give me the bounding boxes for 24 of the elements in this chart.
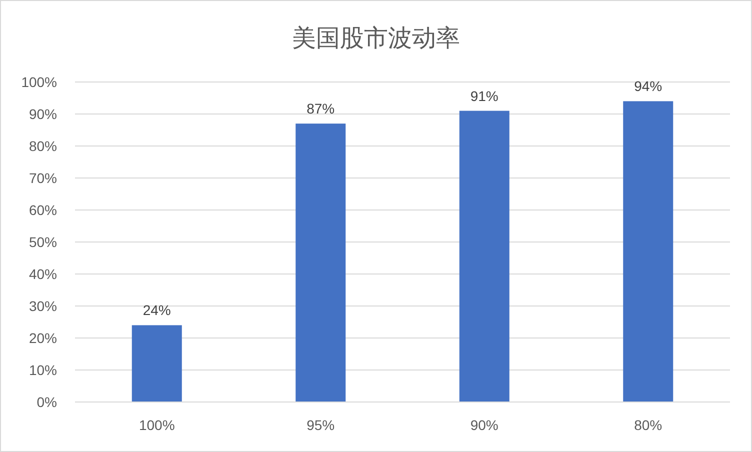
y-tick-label: 50% [28,234,57,250]
chart-title: 美国股市波动率 [292,25,460,52]
y-tick-label: 100% [21,74,57,90]
y-tick-label: 70% [28,170,57,186]
bar [132,325,182,402]
y-tick-label: 60% [28,202,57,218]
x-tick-label: 95% [306,417,335,433]
x-tick-label: 100% [138,417,175,433]
y-tick-label: 0% [36,394,57,410]
text: 91% [470,88,498,104]
y-tick-label: 30% [28,298,57,314]
bar [296,124,346,402]
y-tick-label: 10% [28,362,57,378]
text: 24% [142,302,171,318]
x-tick-label: 90% [470,417,498,433]
y-tick-label: 20% [28,330,57,346]
y-tick-label: 80% [28,138,57,154]
text: 94% [634,78,662,94]
y-tick-label: 90% [28,106,57,122]
bar [623,101,674,402]
bar [459,110,510,402]
text: 87% [306,100,335,117]
y-tick-label: 40% [28,266,57,282]
x-tick-label: 80% [634,417,662,433]
